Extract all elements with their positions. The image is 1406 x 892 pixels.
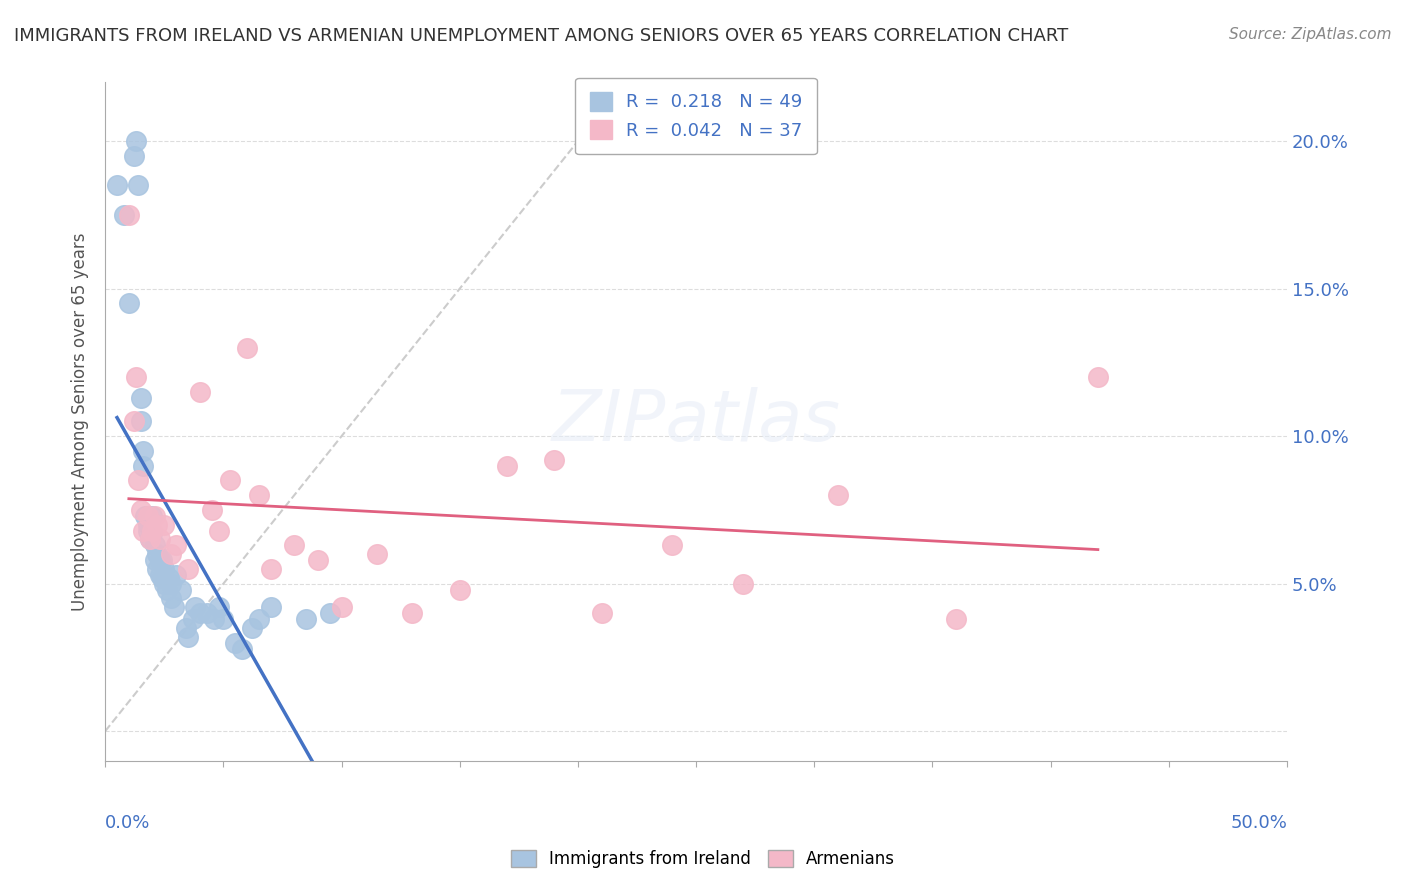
Point [146, 547, 169, 561]
Point [127, 178, 149, 193]
Point [163, 600, 186, 615]
Y-axis label: Unemployment Among Seniors over 65 years: Unemployment Among Seniors over 65 years [72, 232, 89, 611]
Point [160, 591, 183, 606]
Point [112, 208, 135, 222]
Point [260, 600, 283, 615]
Point [945, 612, 967, 626]
Point [141, 526, 163, 541]
Point [219, 474, 242, 488]
Point [366, 547, 388, 561]
Text: ZIPatlas: ZIPatlas [551, 387, 841, 456]
Point [247, 612, 270, 626]
Point [260, 562, 283, 576]
Point [224, 635, 246, 649]
Point [139, 533, 162, 547]
Point [156, 582, 179, 597]
Point [202, 612, 225, 626]
Point [165, 567, 187, 582]
Point [307, 553, 329, 567]
Point [401, 606, 423, 620]
Point [136, 524, 159, 538]
Point [319, 606, 342, 620]
Point [543, 452, 565, 467]
Point [134, 508, 156, 523]
Point [148, 533, 170, 547]
Point [330, 600, 353, 615]
Point [143, 553, 166, 567]
Point [153, 576, 176, 591]
Point [143, 538, 166, 552]
Point [153, 562, 176, 576]
Point [165, 538, 187, 552]
Point [132, 443, 155, 458]
Point [122, 414, 145, 428]
Point [141, 524, 163, 538]
Point [127, 474, 149, 488]
Point [177, 562, 200, 576]
Point [157, 571, 180, 585]
Point [141, 508, 163, 523]
Point [496, 458, 519, 473]
Point [181, 612, 204, 626]
Text: Source: ZipAtlas.com: Source: ZipAtlas.com [1229, 27, 1392, 42]
Point [177, 630, 200, 644]
Point [231, 641, 253, 656]
Point [153, 517, 176, 532]
Point [195, 606, 218, 620]
Point [733, 576, 755, 591]
Text: 0.0%: 0.0% [105, 814, 150, 831]
Point [150, 571, 173, 585]
Point [208, 524, 231, 538]
Point [122, 149, 145, 163]
Point [283, 538, 305, 552]
Point [295, 612, 318, 626]
Point [208, 600, 231, 615]
Point [143, 508, 166, 523]
Point [240, 621, 263, 635]
Point [132, 458, 155, 473]
Point [129, 414, 152, 428]
Point [148, 553, 170, 567]
Point [160, 547, 183, 561]
Point [160, 576, 183, 591]
Point [129, 391, 152, 405]
Legend: R =  0.218   N = 49, R =  0.042   N = 37: R = 0.218 N = 49, R = 0.042 N = 37 [575, 78, 817, 154]
Point [591, 606, 613, 620]
Point [661, 538, 683, 552]
Point [184, 600, 207, 615]
Point [170, 582, 193, 597]
Point [129, 503, 152, 517]
Point [118, 208, 141, 222]
Point [449, 582, 471, 597]
Text: 50.0%: 50.0% [1230, 814, 1286, 831]
Point [136, 508, 159, 523]
Point [132, 524, 155, 538]
Text: IMMIGRANTS FROM IRELAND VS ARMENIAN UNEMPLOYMENT AMONG SENIORS OVER 65 YEARS COR: IMMIGRANTS FROM IRELAND VS ARMENIAN UNEM… [14, 27, 1069, 45]
Legend: Immigrants from Ireland, Armenians: Immigrants from Ireland, Armenians [505, 843, 901, 875]
Point [136, 517, 159, 532]
Point [146, 562, 169, 576]
Point [125, 134, 148, 148]
Point [148, 567, 170, 582]
Point [118, 296, 141, 310]
Point [188, 384, 211, 399]
Point [247, 488, 270, 502]
Point [212, 612, 235, 626]
Point [200, 503, 222, 517]
Point [188, 606, 211, 620]
Point [1087, 370, 1109, 384]
Point [139, 533, 162, 547]
Point [125, 370, 148, 384]
Point [174, 621, 197, 635]
Point [827, 488, 849, 502]
Point [146, 517, 169, 532]
Point [236, 341, 259, 355]
Point [150, 553, 173, 567]
Point [105, 178, 128, 193]
